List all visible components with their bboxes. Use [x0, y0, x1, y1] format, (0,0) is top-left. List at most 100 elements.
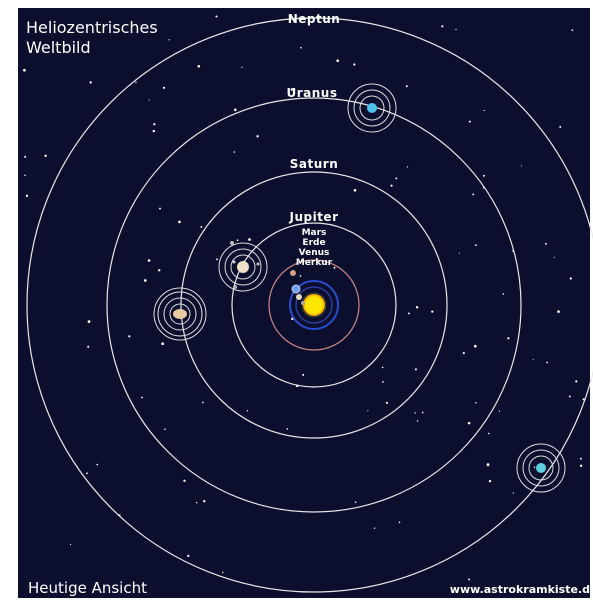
star — [472, 193, 474, 195]
star — [70, 544, 71, 545]
star — [302, 374, 304, 376]
star — [163, 87, 165, 89]
star — [575, 380, 577, 382]
star — [507, 337, 509, 339]
star — [247, 410, 248, 411]
star — [386, 402, 388, 404]
star — [474, 345, 477, 348]
source: www.astrokramkiste.d — [450, 583, 590, 596]
star — [416, 306, 418, 308]
star — [489, 480, 491, 482]
star — [200, 226, 202, 228]
star — [463, 352, 465, 354]
star — [417, 420, 419, 422]
planet-label: Jupiter — [288, 210, 338, 224]
star — [237, 239, 239, 241]
star — [164, 429, 166, 431]
star — [468, 422, 471, 425]
star — [144, 279, 147, 282]
star — [441, 25, 443, 27]
planet-label: Venus — [299, 248, 330, 258]
star — [554, 257, 555, 258]
star — [203, 500, 205, 502]
caption: Heutige Ansicht — [28, 579, 147, 597]
star — [44, 155, 46, 157]
star — [407, 166, 408, 167]
star — [86, 472, 88, 474]
star — [415, 368, 417, 370]
star — [483, 175, 485, 177]
star — [475, 402, 477, 404]
star — [198, 65, 201, 68]
star — [355, 501, 357, 503]
star — [570, 277, 572, 279]
star — [406, 85, 408, 87]
star — [158, 269, 160, 271]
planet-label: Neptun — [288, 12, 341, 26]
title-line: Heliozentrisches — [26, 18, 158, 37]
star — [513, 493, 514, 494]
star — [128, 335, 130, 337]
star — [336, 59, 339, 62]
star — [459, 253, 460, 254]
planet-label: Saturn — [290, 157, 338, 171]
star — [135, 82, 136, 83]
star — [488, 433, 490, 435]
star — [503, 293, 505, 295]
mercury — [301, 301, 305, 305]
star — [468, 578, 470, 580]
star — [534, 467, 535, 468]
star — [153, 123, 155, 125]
star — [533, 359, 534, 360]
star — [408, 312, 410, 314]
star — [557, 310, 560, 313]
star — [559, 126, 561, 128]
star — [382, 367, 384, 369]
star — [153, 130, 155, 132]
star — [300, 275, 302, 277]
star — [475, 244, 477, 246]
star — [149, 99, 150, 100]
star — [87, 346, 89, 348]
star — [300, 47, 302, 49]
star — [241, 67, 242, 68]
star — [202, 402, 204, 404]
planet-label: Erde — [302, 238, 325, 248]
star — [484, 110, 485, 111]
page: Heliozentrisches Weltbild Neptun Uranus … — [0, 0, 593, 601]
star — [215, 15, 217, 17]
star — [580, 458, 582, 460]
star — [26, 195, 28, 197]
star — [148, 259, 151, 262]
planet-label: Uranus — [287, 86, 338, 100]
star — [395, 177, 397, 179]
star — [178, 221, 181, 224]
star — [222, 572, 223, 573]
star — [24, 174, 26, 176]
star — [256, 135, 258, 137]
star — [234, 151, 236, 153]
star — [499, 411, 500, 412]
star — [169, 39, 170, 40]
star — [580, 465, 582, 467]
star — [248, 238, 251, 241]
star — [141, 397, 143, 399]
earth — [292, 285, 300, 293]
star — [96, 464, 98, 466]
star — [334, 267, 336, 269]
star — [159, 208, 161, 210]
star — [415, 412, 416, 413]
title-line: Weltbild — [26, 38, 91, 57]
star — [23, 69, 26, 72]
star — [571, 29, 573, 31]
star — [286, 428, 288, 430]
star — [354, 189, 357, 192]
star — [399, 522, 401, 524]
star — [90, 81, 92, 83]
star — [546, 362, 548, 364]
star — [196, 502, 197, 503]
star — [161, 342, 164, 345]
star — [374, 528, 375, 529]
star — [187, 555, 189, 557]
star — [216, 258, 218, 260]
